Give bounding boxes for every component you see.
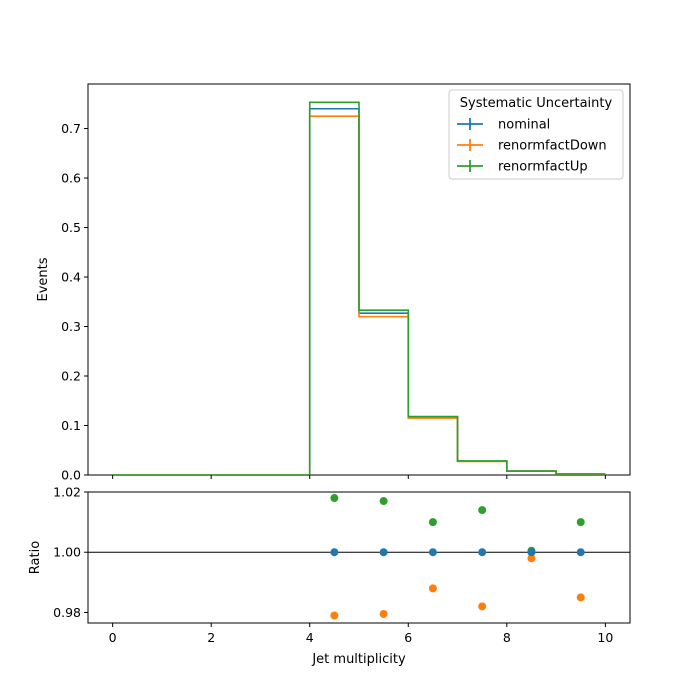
ratio-panel: 0 2 4 6 8 10 0.98 1.00 1.02 Ratio Jet multiplicity bbox=[28, 485, 631, 667]
ratio-plot-frame bbox=[87, 491, 631, 624]
main-y-tick-label: 0.2 bbox=[61, 369, 81, 384]
ratio-y-axis-label: Ratio bbox=[28, 541, 43, 574]
main-y-tick-label: 0.0 bbox=[61, 468, 81, 483]
legend-label-renormfactDown: renormfactDown bbox=[498, 139, 607, 154]
main-y-tick-label: 0.6 bbox=[61, 171, 81, 186]
main-y-axis-label: Events bbox=[36, 257, 51, 301]
ratio-point-renormfactUp bbox=[576, 518, 585, 527]
ratio-point-renormfactUp bbox=[330, 494, 339, 503]
ratio-point-renormfactUp bbox=[478, 506, 487, 515]
main-y-tick-label: 0.3 bbox=[61, 319, 81, 334]
legend-title: Systematic Uncertainty bbox=[460, 96, 613, 111]
ratio-point-nominal bbox=[527, 548, 536, 557]
ratio-x-tick-label: 0 bbox=[109, 630, 117, 645]
main-y-tick-label: 0.4 bbox=[61, 270, 81, 285]
x-axis-label: Jet multiplicity bbox=[311, 652, 406, 667]
ratio-point-renormfactDown bbox=[527, 554, 536, 563]
ratio-point-nominal bbox=[330, 548, 339, 557]
ratio-point-renormfactUp bbox=[379, 497, 388, 506]
ratio-point-nominal bbox=[379, 548, 388, 557]
ratio-point-nominal bbox=[478, 548, 487, 557]
legend: Systematic Uncertainty nominal renormfactD… bbox=[448, 89, 624, 180]
events-histogram-panel: 0.0 0.1 0.2 0.3 0.4 0.5 0.6 0.7 Events Systematic… bbox=[36, 83, 631, 483]
ratio-x-tick-label: 8 bbox=[503, 630, 511, 645]
ratio-point-nominal bbox=[428, 548, 437, 557]
ratio-y-tick-label: 0.98 bbox=[53, 605, 81, 620]
main-y-tick-label: 0.5 bbox=[61, 220, 81, 235]
legend-label-nominal: nominal bbox=[498, 118, 550, 133]
histogram-series bbox=[112, 101, 606, 475]
main-y-tick-label: 0.7 bbox=[61, 121, 81, 136]
ratio-y-tick-label: 1.00 bbox=[53, 545, 81, 560]
ratio-point-nominal bbox=[576, 548, 585, 557]
step-line-renormfactUp bbox=[112, 101, 606, 475]
ratio-point-renormfactUp bbox=[428, 518, 437, 527]
ratio-x-tick-label: 4 bbox=[306, 630, 314, 645]
ratio-point-renormfactDown bbox=[379, 609, 388, 618]
ratio-x-tick-label: 6 bbox=[404, 630, 412, 645]
legend-box bbox=[448, 89, 624, 180]
ratio-x-tick-label: 10 bbox=[597, 630, 613, 645]
legend-label-renormfactUp: renormfactUp bbox=[498, 160, 588, 175]
ratio-y-tick-label: 1.02 bbox=[53, 485, 81, 500]
main-plot-frame bbox=[87, 83, 631, 476]
ratio-point-renormfactDown bbox=[576, 593, 585, 602]
ratio-point-renormfactDown bbox=[478, 602, 487, 611]
main-y-tick-label: 0.1 bbox=[61, 418, 81, 433]
ratio-point-renormfactDown bbox=[330, 611, 339, 620]
ratio-x-tick-label: 2 bbox=[207, 630, 215, 645]
ratio-point-renormfactDown bbox=[428, 584, 437, 593]
